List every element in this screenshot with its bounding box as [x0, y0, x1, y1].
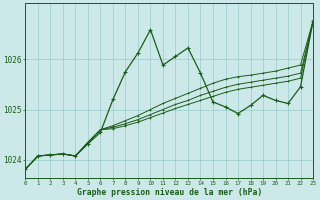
X-axis label: Graphe pression niveau de la mer (hPa): Graphe pression niveau de la mer (hPa): [76, 188, 262, 197]
